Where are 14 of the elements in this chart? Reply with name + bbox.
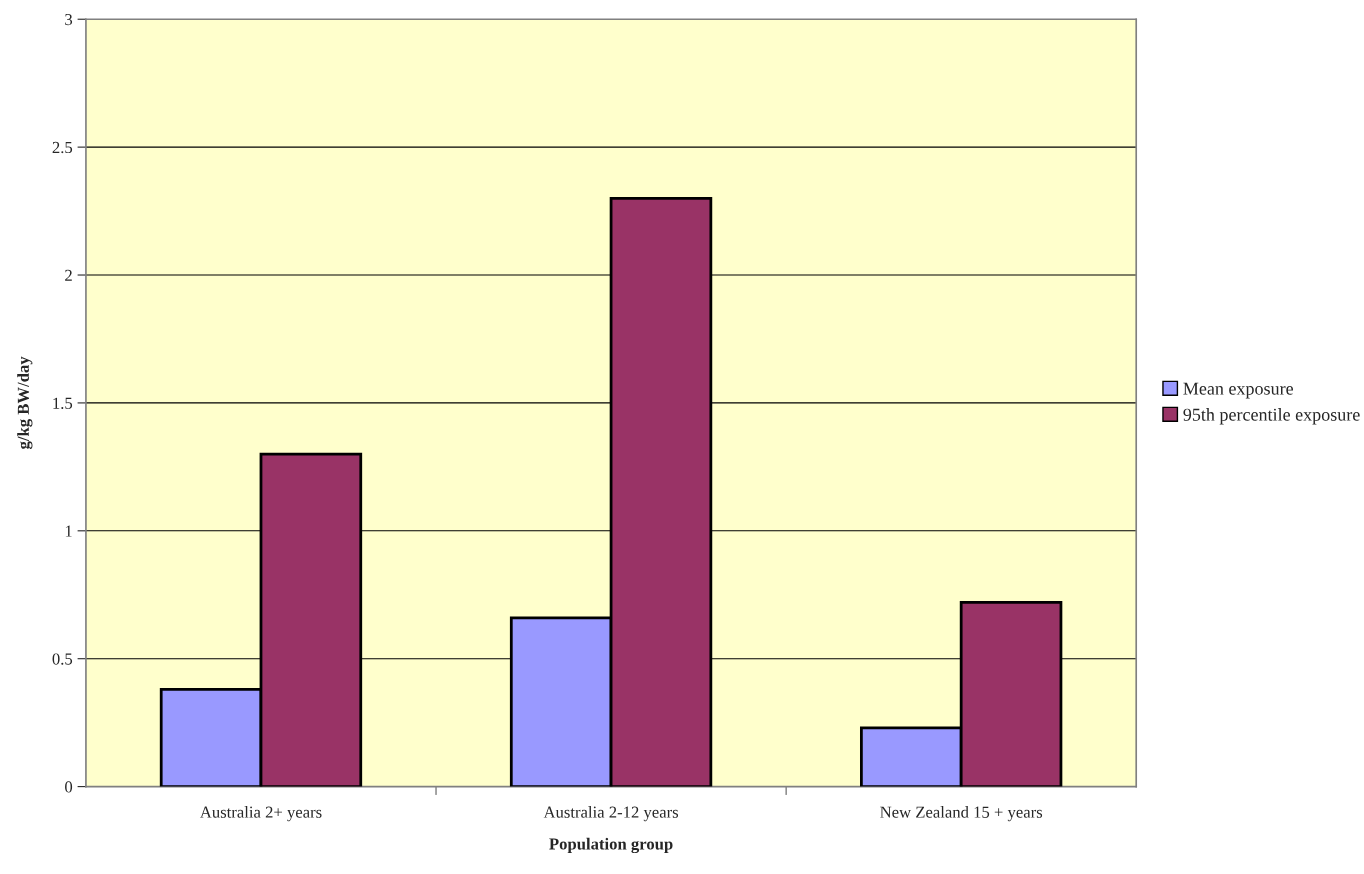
- y-tick-label: 2: [65, 269, 72, 281]
- y-tick-label: 1: [65, 525, 72, 537]
- y-axis-title: g/kg BW/day: [17, 356, 33, 450]
- legend-label: 95th percentile exposure: [1183, 408, 1360, 425]
- y-tick-label: 3: [65, 13, 73, 26]
- y-tick-label: 2.5: [52, 141, 73, 154]
- y-tick-label: 1.5: [53, 397, 73, 409]
- y-tick-label: 0: [65, 781, 73, 793]
- legend-label: Mean exposure: [1183, 382, 1293, 399]
- y-tick-label: 0.5: [52, 653, 73, 665]
- x-tick-label: Australia 2-12 years: [543, 806, 679, 822]
- x-tick-label: Australia 2+ years: [199, 806, 322, 822]
- x-axis-title: Population group: [549, 837, 673, 854]
- x-tick-label: New Zealand 15 + years: [880, 806, 1043, 822]
